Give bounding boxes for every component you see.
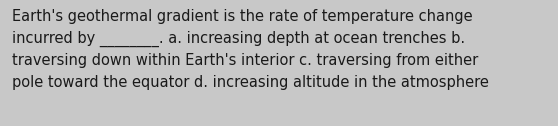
Text: Earth's geothermal gradient is the rate of temperature change
incurred by ______: Earth's geothermal gradient is the rate … [12, 9, 489, 90]
